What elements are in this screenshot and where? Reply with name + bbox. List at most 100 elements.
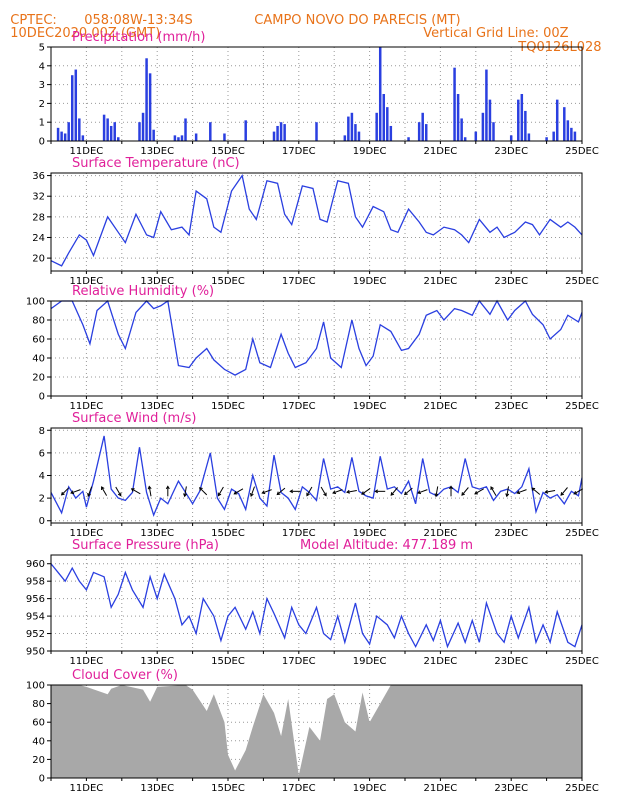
precip-bar bbox=[357, 131, 361, 141]
precip-ytick-label: 4 bbox=[39, 61, 45, 72]
wind-arrow-head bbox=[403, 491, 408, 496]
precip-bar bbox=[117, 137, 120, 141]
wind-xtick-label: 19DEC bbox=[353, 528, 387, 539]
precip-bar bbox=[570, 127, 573, 141]
precip-bar bbox=[148, 73, 152, 141]
precip-bar bbox=[223, 133, 226, 141]
wind-ytick-label: 6 bbox=[39, 448, 45, 459]
wind-arrow-head bbox=[434, 493, 439, 498]
wind-arrow-shaft bbox=[332, 489, 343, 494]
cloud-ytick-label: 60 bbox=[32, 718, 45, 729]
precip-frame bbox=[50, 46, 583, 142]
precip-bar bbox=[63, 133, 67, 141]
precip-bar bbox=[152, 129, 155, 141]
wind-arrow-head bbox=[183, 493, 187, 498]
wind-arrow-head bbox=[289, 489, 294, 494]
precip-bar bbox=[456, 94, 460, 141]
pres-xtick-label: 25DEC bbox=[565, 656, 599, 667]
cloud-xtick-label: 13DEC bbox=[140, 783, 174, 794]
precip-xtick-label: 11DEC bbox=[70, 146, 104, 157]
cloud-xtick-label: 15DEC bbox=[211, 783, 245, 794]
pres-title: Surface Pressure (hPa) bbox=[72, 538, 219, 553]
wind-arrow-head bbox=[474, 490, 479, 495]
precip-bar bbox=[488, 99, 492, 141]
wind-arrow-shaft bbox=[131, 488, 141, 495]
precip-ytick-label: 1 bbox=[39, 118, 45, 129]
temp-xtick-label: 13DEC bbox=[140, 276, 174, 287]
header-grid-note: Vertical Grid Line: 00Z bbox=[423, 26, 569, 41]
wind-ytick-label: 8 bbox=[39, 426, 45, 437]
precip-xtick-label: 17DEC bbox=[282, 146, 316, 157]
wind-arrow-head bbox=[374, 489, 379, 494]
cloud-xtick-label: 11DEC bbox=[70, 783, 104, 794]
temp-xtick-label: 21DEC bbox=[424, 276, 458, 287]
temp-xtick-label: 25DEC bbox=[565, 276, 599, 287]
precip-bar bbox=[407, 137, 410, 141]
precip-ytick-label: 3 bbox=[39, 80, 45, 91]
wind-arrow-head bbox=[361, 491, 365, 495]
rh-xtick-label: 17DEC bbox=[282, 401, 316, 412]
rh-ytick-label: 100 bbox=[26, 297, 45, 308]
wind-arrow-head bbox=[233, 490, 238, 495]
precip-bar bbox=[180, 135, 184, 141]
precip-bar bbox=[244, 120, 247, 141]
wind-arrow-head bbox=[165, 485, 170, 490]
cloud-xtick-label: 21DEC bbox=[424, 783, 458, 794]
wind-arrow-shaft bbox=[435, 486, 439, 497]
precip-bar bbox=[173, 135, 177, 141]
precip-bar bbox=[78, 118, 81, 141]
precip-bar bbox=[177, 137, 180, 141]
wind-arrow-head bbox=[87, 492, 91, 497]
wind-xtick-label: 15DEC bbox=[211, 528, 245, 539]
precip-bar bbox=[520, 94, 524, 141]
wind-arrow-head bbox=[332, 490, 337, 495]
pres-ytick-label: 956 bbox=[26, 594, 45, 605]
precip-bar bbox=[141, 112, 145, 141]
rh-xtick-label: 19DEC bbox=[353, 401, 387, 412]
precip-bar bbox=[509, 135, 513, 141]
temp-xtick-label: 11DEC bbox=[70, 276, 104, 287]
precip-bar bbox=[386, 107, 389, 141]
precip-bar bbox=[375, 112, 378, 141]
wind-xtick-label: 23DEC bbox=[494, 528, 528, 539]
cloud-xtick-label: 17DEC bbox=[282, 783, 316, 794]
precip-bar bbox=[424, 124, 428, 141]
precip-bar bbox=[184, 118, 187, 141]
wind-arrow-head bbox=[250, 492, 254, 497]
precip-bar bbox=[460, 118, 463, 141]
precip-bar bbox=[552, 131, 555, 141]
cloud-title: Cloud Cover (%) bbox=[72, 668, 178, 683]
cloud-ytick-label: 100 bbox=[26, 681, 45, 692]
wind-arrow-head bbox=[390, 492, 395, 496]
precip-xtick-label: 13DEC bbox=[140, 146, 174, 157]
temp-ytick-label: 28 bbox=[32, 212, 45, 223]
rh-xtick-label: 13DEC bbox=[140, 401, 174, 412]
precip-bar bbox=[545, 137, 548, 141]
temp-line bbox=[50, 173, 583, 267]
wind-xtick-label: 13DEC bbox=[140, 528, 174, 539]
pres-ytick-label: 952 bbox=[26, 629, 45, 640]
wind-arrow-shaft bbox=[234, 488, 244, 495]
wind-arrow-head bbox=[217, 492, 222, 497]
pres-xtick-label: 23DEC bbox=[494, 656, 528, 667]
precip-bar bbox=[60, 131, 63, 141]
cloud-xtick-label: 25DEC bbox=[565, 783, 599, 794]
precip-ytick-label: 0 bbox=[39, 137, 45, 148]
wind-arrow-head bbox=[147, 485, 152, 490]
precip-bar bbox=[350, 112, 354, 141]
precip-title: Precipitation (mm/h) bbox=[72, 30, 205, 45]
precip-bar bbox=[555, 99, 559, 141]
wind-arrow-shaft bbox=[276, 487, 286, 495]
rh-xtick-label: 15DEC bbox=[211, 401, 245, 412]
precip-bar bbox=[417, 122, 421, 141]
temp-frame bbox=[50, 172, 583, 272]
temp-xtick-label: 15DEC bbox=[211, 276, 245, 287]
wind-xtick-label: 11DEC bbox=[70, 528, 104, 539]
temp-title: Surface Temperature (nC) bbox=[72, 156, 240, 171]
precip-bar bbox=[138, 122, 141, 141]
rh-frame bbox=[50, 300, 583, 397]
rh-xtick-label: 11DEC bbox=[70, 401, 104, 412]
precip-bar bbox=[421, 112, 424, 141]
precip-bar bbox=[347, 116, 350, 141]
